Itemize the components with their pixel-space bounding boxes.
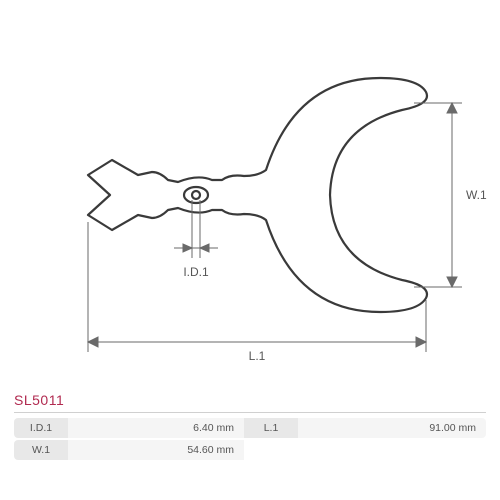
spec-value: 91.00 mm [298, 418, 486, 438]
page: L.1 W.1 I.D.1 SL5011 I.D [0, 0, 500, 500]
table-row: I.D.1 6.40 mm L.1 91.00 mm [14, 418, 486, 438]
dimension-W1-label: W.1 [466, 188, 487, 202]
dimension-ID1-label: I.D.1 [183, 265, 209, 279]
spec-value: 54.60 mm [68, 440, 244, 460]
table-row: W.1 54.60 mm [14, 440, 486, 460]
technical-diagram: L.1 W.1 I.D.1 [0, 0, 500, 390]
separator-line [14, 412, 486, 413]
spec-key: L.1 [244, 418, 298, 438]
spec-table: I.D.1 6.40 mm L.1 91.00 mm W.1 54.60 mm [14, 418, 486, 462]
spec-key: W.1 [14, 440, 68, 460]
dimension-L1-label: L.1 [249, 349, 266, 363]
part-code: SL5011 [14, 392, 64, 408]
part-outline [88, 78, 427, 312]
spec-key-empty [244, 440, 298, 460]
part-body-path [88, 78, 427, 312]
diagram-svg: L.1 W.1 I.D.1 [0, 0, 500, 390]
dimension-W1 [414, 103, 462, 287]
spec-value: 6.40 mm [68, 418, 244, 438]
spec-value-empty [298, 440, 486, 460]
spec-key: I.D.1 [14, 418, 68, 438]
